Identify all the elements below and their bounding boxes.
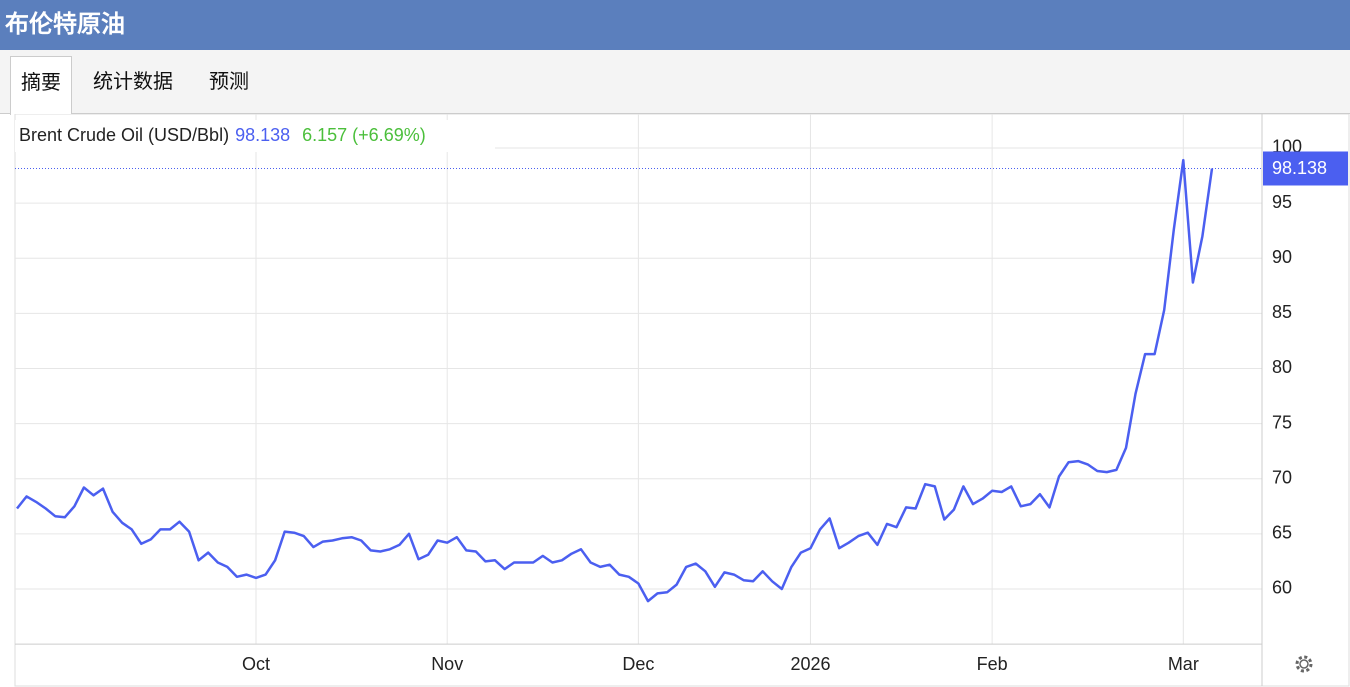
- chart: Brent Crude Oil (USD/Bbl) 98.138 6.157 (+6…: [14, 114, 1350, 687]
- tab[interactable]: 统计数据: [93, 69, 173, 93]
- y-tick-label: 70: [1272, 467, 1292, 487]
- last-value-box: [1263, 151, 1348, 186]
- change: 6.157 (+6.69%): [302, 125, 426, 145]
- settings-icon[interactable]: [1295, 655, 1313, 673]
- y-tick-label: 85: [1272, 302, 1292, 322]
- x-tick-label: Dec: [622, 654, 654, 674]
- tab-bar: 摘要 统计数据 预测: [0, 50, 1350, 115]
- y-tick-label: 90: [1272, 247, 1292, 267]
- x-tick-label: Oct: [242, 654, 270, 674]
- y-tick-label: 60: [1272, 578, 1292, 598]
- y-tick-label: 65: [1272, 523, 1292, 543]
- legend: Brent Crude Oil (USD/Bbl) 98.138 6.157 (+6…: [19, 125, 426, 145]
- x-tick-label: Mar: [1168, 654, 1199, 674]
- grid: [15, 114, 1262, 645]
- x-tick-label: Nov: [431, 654, 463, 674]
- line: [16, 158, 1214, 603]
- y-tick-label: 80: [1272, 357, 1292, 377]
- last-value: 98.138: [235, 125, 290, 145]
- y-tick-label: 95: [1272, 192, 1292, 212]
- page-title: 布伦特原油: [0, 0, 1350, 50]
- x-tick-label: Feb: [977, 654, 1008, 674]
- legend-bg: [15, 120, 495, 152]
- legend-entry: Brent Crude Oil (USD/Bbl): [19, 125, 229, 145]
- last-value-label: 98.138: [1272, 158, 1327, 178]
- x-tick-label: 2026: [790, 654, 830, 674]
- tab[interactable]: 预测: [209, 69, 249, 93]
- tab[interactable]: 摘要: [10, 56, 72, 115]
- chart-frame: [14, 114, 1350, 687]
- y-tick-label: 75: [1272, 412, 1292, 432]
